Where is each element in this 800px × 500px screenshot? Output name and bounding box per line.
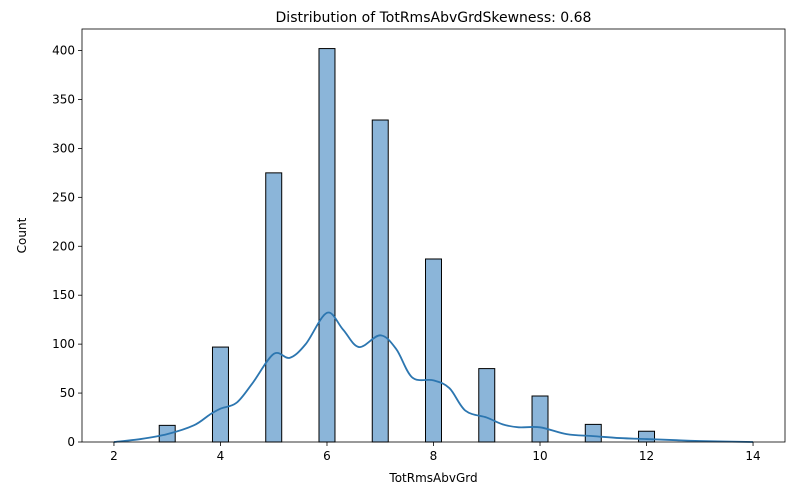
x-tick-label: 10: [532, 449, 547, 463]
bar-9: [478, 368, 496, 443]
x-tick-label: 2: [110, 449, 118, 463]
bar-8: [425, 258, 442, 443]
y-tick-label: 400: [52, 44, 75, 58]
y-axis: 0 50 100 150 200 250 300 350 400: [52, 44, 82, 449]
bar-11: [584, 423, 602, 443]
bar-6: [318, 48, 336, 443]
x-tick-label: 6: [323, 449, 331, 463]
bar-7: [371, 119, 389, 443]
kde-line: [113, 311, 754, 443]
x-axis: 2 4 6 8 10 12 14: [110, 442, 761, 463]
x-tick-label: 8: [430, 449, 438, 463]
x-tick-label: 14: [745, 449, 760, 463]
bars-group: [158, 48, 656, 443]
y-tick-label: 250: [52, 190, 75, 204]
y-tick-label: 350: [52, 92, 75, 106]
x-tick-label: 4: [217, 449, 225, 463]
chart-title: Distribution of TotRmsAbvGrdSkewness: 0.…: [276, 10, 592, 26]
y-axis-label: Count: [15, 217, 29, 253]
y-tick-label: 300: [52, 141, 75, 155]
x-axis-label: TotRmsAbvGrd: [388, 471, 477, 485]
bar-10: [531, 395, 549, 443]
y-tick-label: 50: [60, 386, 75, 400]
y-tick-label: 100: [52, 337, 75, 351]
y-tick-label: 200: [52, 239, 75, 253]
bar-4: [211, 346, 229, 443]
x-tick-label: 12: [639, 449, 654, 463]
bar-12: [638, 430, 656, 443]
bar-5: [265, 172, 283, 443]
y-tick-label: 0: [67, 435, 75, 449]
y-tick-label: 150: [52, 288, 75, 302]
